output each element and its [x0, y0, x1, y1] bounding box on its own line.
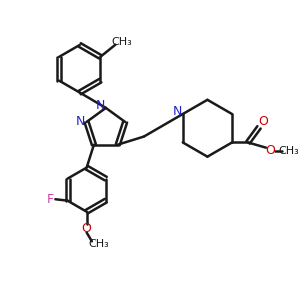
Text: O: O	[266, 143, 276, 157]
Text: O: O	[258, 115, 268, 128]
Text: CH₃: CH₃	[88, 239, 109, 249]
Text: CH₃: CH₃	[111, 37, 132, 47]
Text: F: F	[47, 193, 54, 206]
Text: CH₃: CH₃	[278, 146, 299, 156]
Text: N: N	[76, 116, 85, 128]
Text: O: O	[82, 222, 92, 235]
Text: N: N	[172, 105, 182, 118]
Text: N: N	[96, 99, 105, 112]
